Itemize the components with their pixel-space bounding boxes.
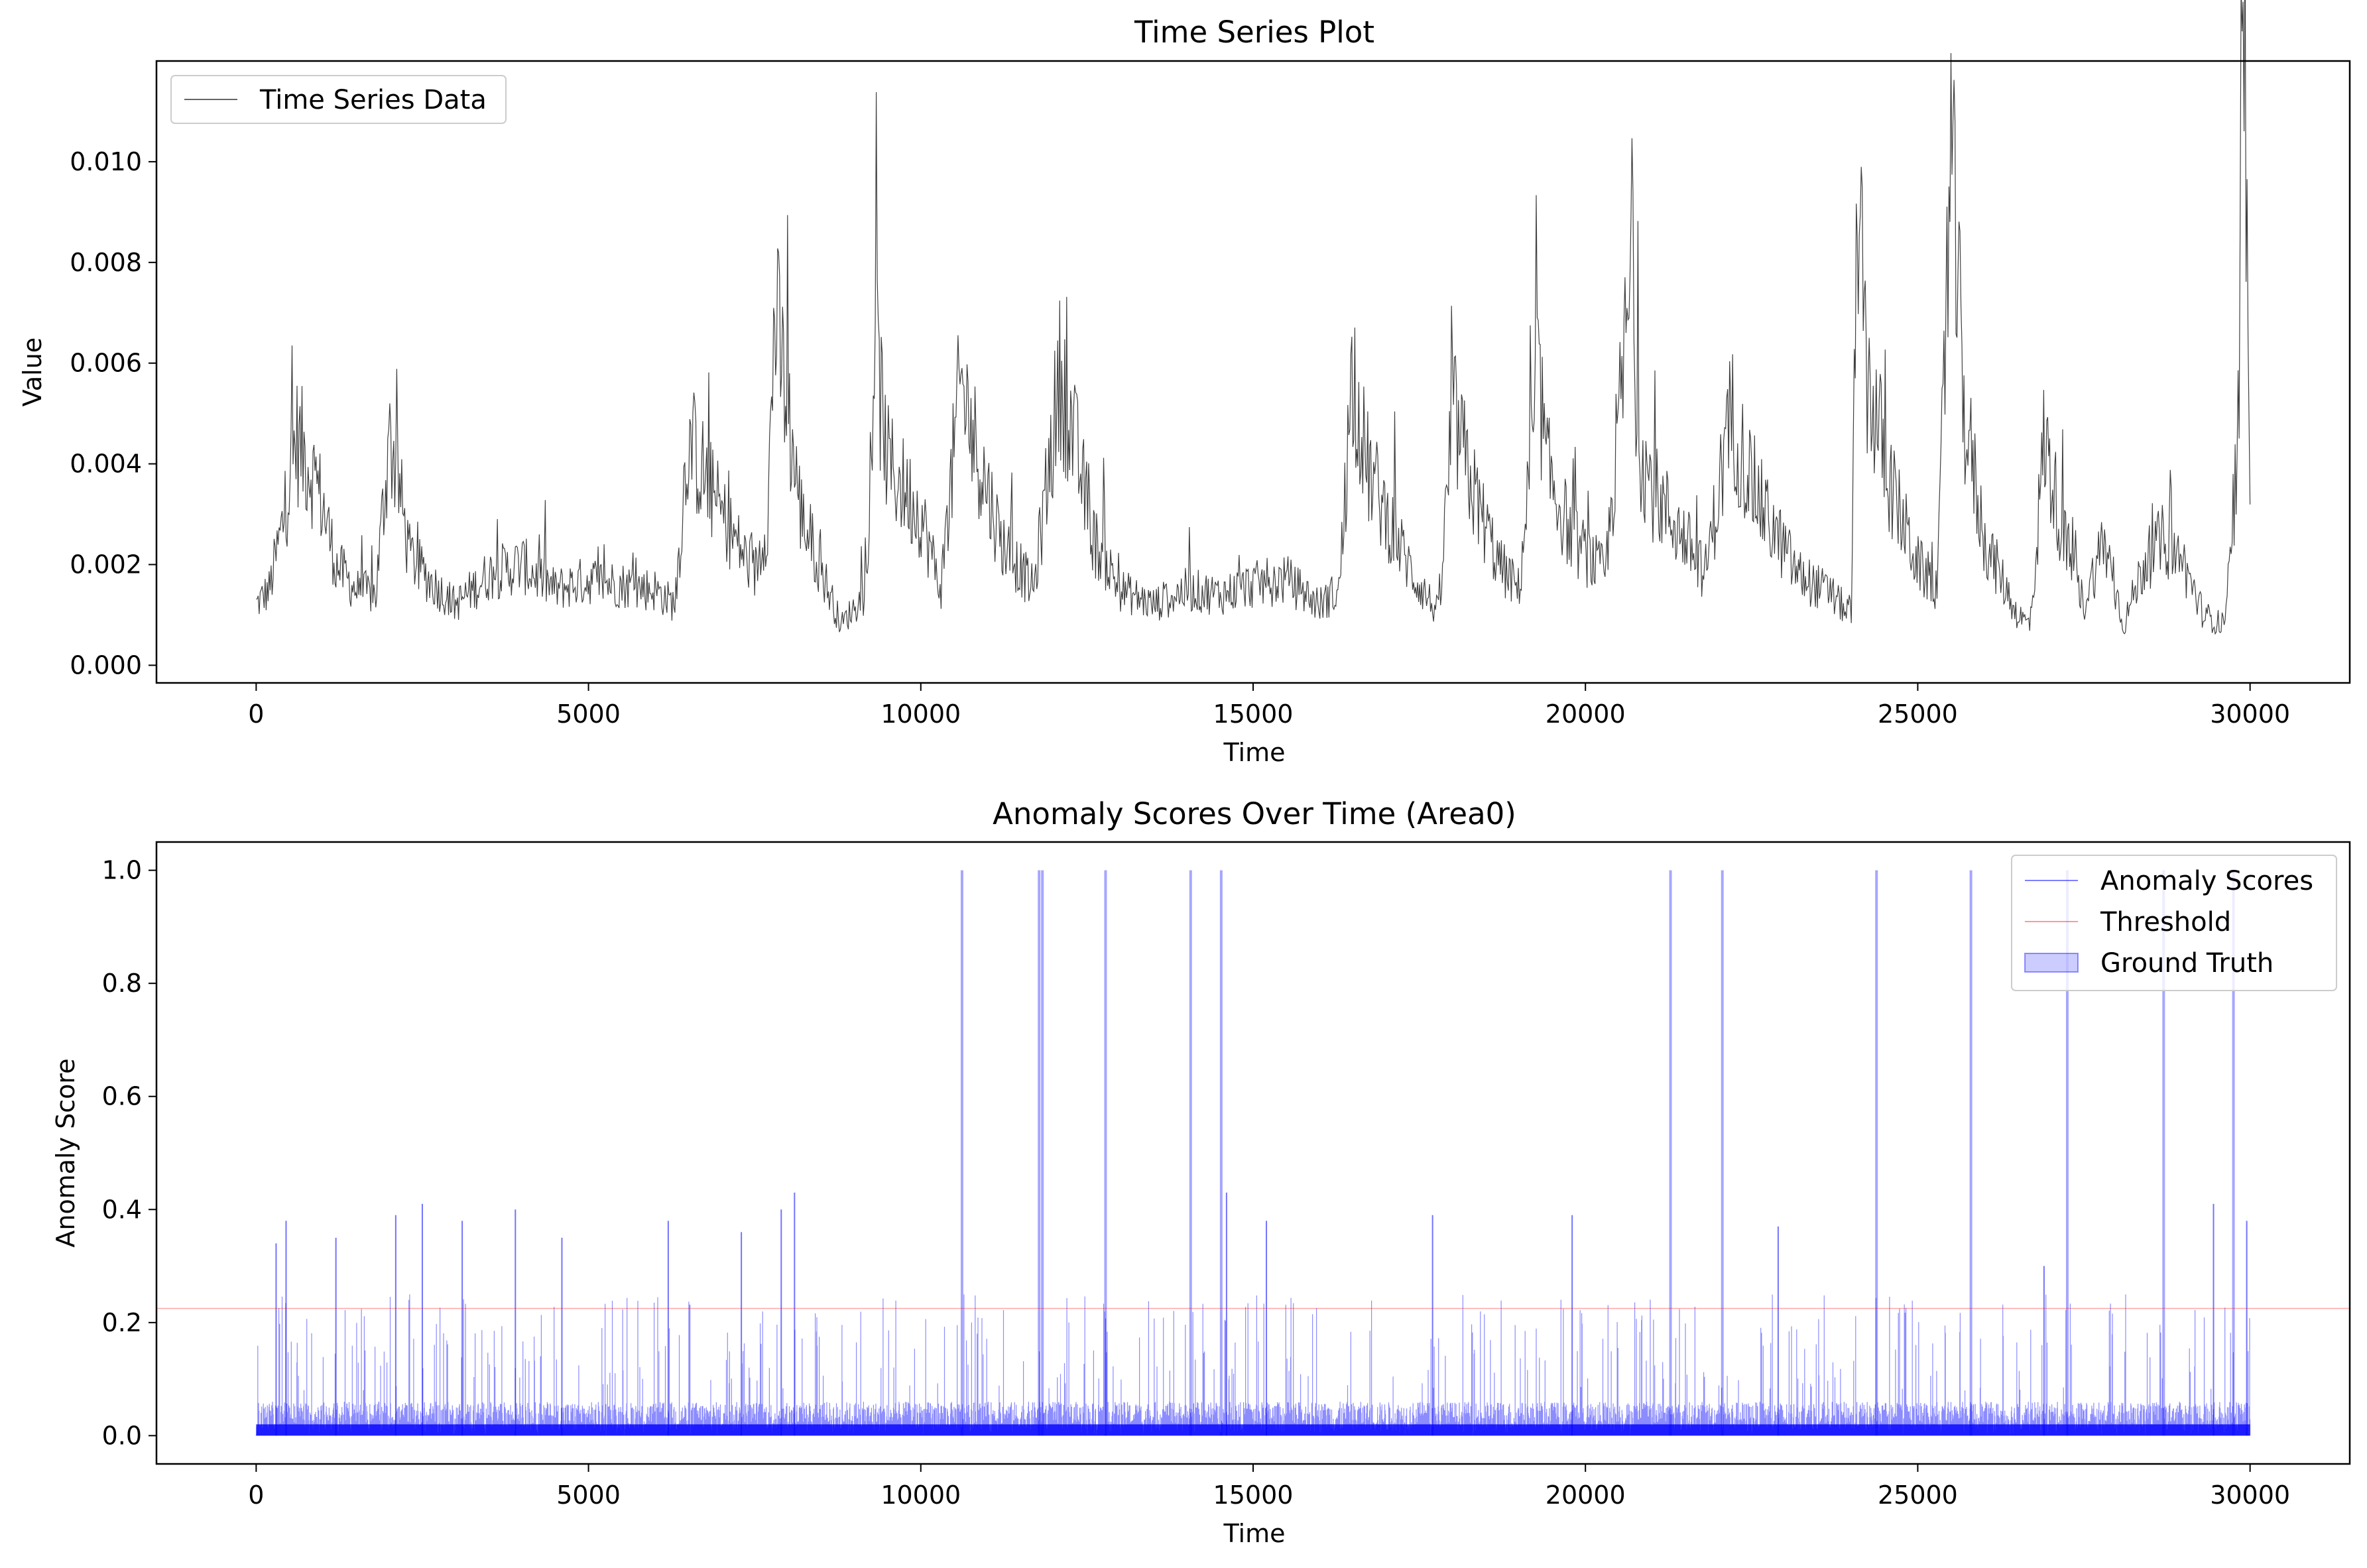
y-tick-label: 0.002 bbox=[70, 550, 142, 579]
x-tick-label: 15000 bbox=[1213, 699, 1294, 729]
series-line-anomaly-scores bbox=[255, 1294, 2251, 1436]
y-tick-label: 0.008 bbox=[70, 248, 142, 277]
series-group bbox=[156, 870, 2350, 1436]
x-tick-label: 10000 bbox=[880, 699, 961, 729]
x-tick-label: 20000 bbox=[1546, 699, 1626, 729]
x-axis: 0 5000 10000 15000 20000 25000 30000 bbox=[248, 683, 2290, 729]
x-axis-label: Time bbox=[1223, 1519, 1286, 1548]
legend-label-anomaly-scores: Anomaly Scores bbox=[2100, 866, 2313, 896]
x-tick-label: 5000 bbox=[556, 699, 621, 729]
chart-time-series: Time Series Plot 0 5000 10000 15000 20000 250… bbox=[18, 0, 2351, 767]
y-tick-label: 1.0 bbox=[102, 856, 142, 885]
y-tick-label: 0.000 bbox=[70, 650, 142, 680]
y-tick-label: 0.004 bbox=[70, 450, 142, 479]
y-axis: 0.000 0.002 0.004 0.006 0.008 0.010 bbox=[70, 147, 156, 680]
y-axis-label: Anomaly Score bbox=[51, 1058, 80, 1247]
chart-anomaly-scores: Anomaly Scores Over Time (Area0) 0 5000 10… bbox=[51, 796, 2351, 1548]
y-tick-label: 0.2 bbox=[102, 1308, 142, 1337]
y-axis: 0.0 0.2 0.4 0.6 0.8 1.0 bbox=[102, 856, 156, 1450]
legend-label-time-series: Time Series Data bbox=[259, 85, 487, 115]
chart-title: Anomaly Scores Over Time (Area0) bbox=[993, 796, 1516, 831]
y-tick-label: 0.0 bbox=[102, 1421, 142, 1450]
legend-frame bbox=[2011, 855, 2337, 991]
x-tick-label: 0 bbox=[248, 1480, 264, 1510]
series-line-time-series-data bbox=[256, 0, 2251, 635]
x-tick-label: 25000 bbox=[1878, 1480, 1958, 1510]
y-tick-label: 0.6 bbox=[102, 1082, 142, 1111]
legend-frame bbox=[170, 75, 507, 124]
x-tick-label: 30000 bbox=[2210, 699, 2290, 729]
x-axis-label: Time bbox=[1223, 738, 1286, 767]
legend-label-threshold: Threshold bbox=[2100, 907, 2231, 937]
legend-label-ground-truth: Ground Truth bbox=[2100, 948, 2274, 979]
y-tick-label: 0.4 bbox=[102, 1195, 142, 1224]
anomaly-score-baseline-band bbox=[256, 1424, 2250, 1436]
x-tick-label: 30000 bbox=[2210, 1480, 2290, 1510]
y-axis-label: Value bbox=[18, 337, 47, 406]
y-tick-label: 0.010 bbox=[70, 147, 142, 176]
x-tick-label: 15000 bbox=[1213, 1480, 1294, 1510]
legend-patch-ground-truth bbox=[2024, 953, 2079, 973]
chart-title: Time Series Plot bbox=[1134, 15, 1374, 50]
y-tick-label: 0.006 bbox=[70, 349, 142, 378]
legend: Time Series Data bbox=[170, 75, 507, 124]
series-group bbox=[256, 0, 2251, 635]
legend: Anomaly Scores Threshold Ground Truth bbox=[2011, 855, 2337, 991]
x-tick-label: 20000 bbox=[1546, 1480, 1626, 1510]
y-tick-label: 0.8 bbox=[102, 969, 142, 998]
x-tick-label: 10000 bbox=[880, 1480, 961, 1510]
x-axis: 0 5000 10000 15000 20000 25000 30000 bbox=[248, 1464, 2290, 1510]
x-tick-label: 25000 bbox=[1878, 699, 1958, 729]
x-tick-label: 0 bbox=[248, 699, 264, 729]
x-tick-label: 5000 bbox=[556, 1480, 621, 1510]
